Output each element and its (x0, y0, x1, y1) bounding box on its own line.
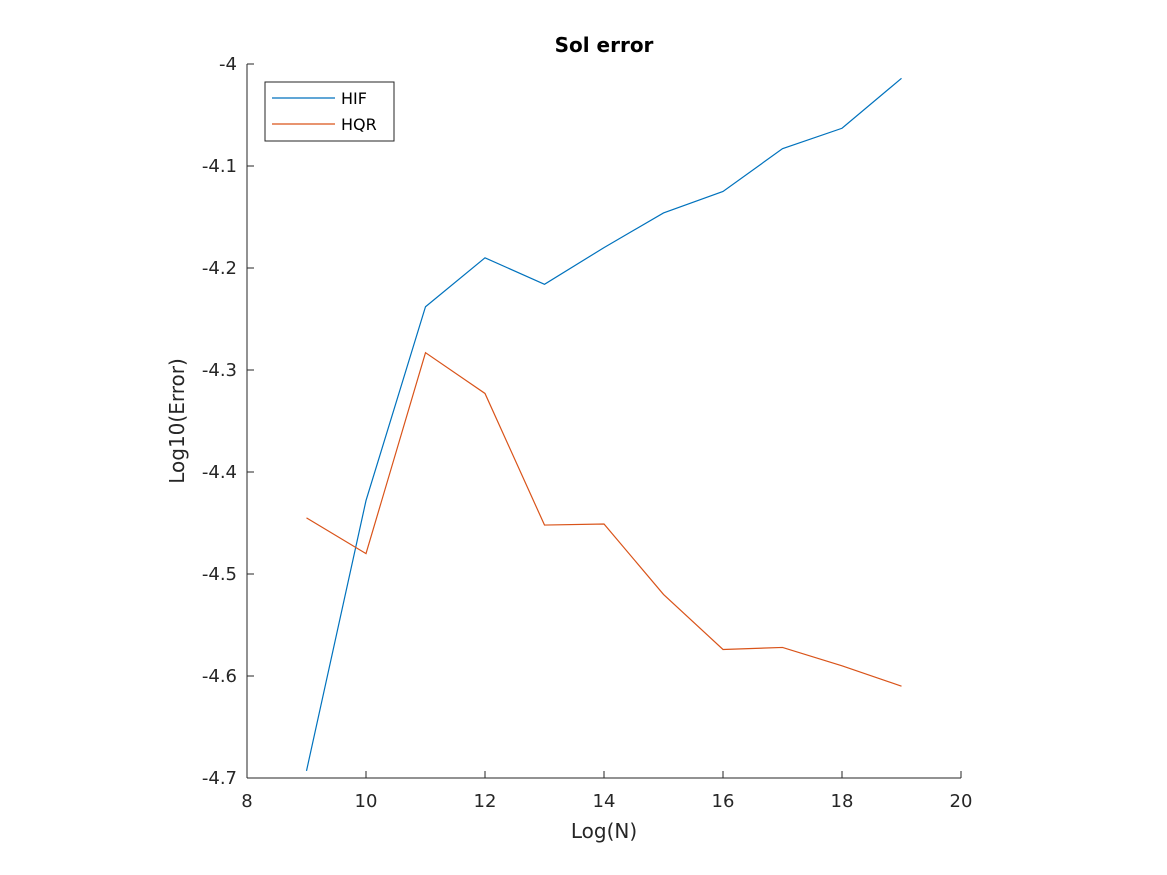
y-tick-label: -4 (219, 54, 237, 75)
series-line-hqr (306, 351, 902, 687)
x-tick-label: 10 (355, 791, 378, 812)
y-tick-label: -4.6 (202, 666, 237, 687)
y-tick-label: -4.3 (202, 360, 237, 381)
y-tick-label: -4.7 (202, 768, 237, 789)
legend-label-hif: HIF (341, 89, 367, 108)
legend-box (264, 81, 395, 142)
y-ticks: -4.7 -4.6 -4.5 -4.4 -4.3 -4.2 -4.1 -4 (202, 54, 254, 789)
x-tick-label: 20 (950, 791, 973, 812)
y-tick-label: -4.1 (202, 156, 237, 177)
plot-area (246, 64, 961, 779)
series-line-hif (305, 77, 902, 771)
plot-background (247, 64, 961, 778)
x-axis-label: Log(N) (571, 819, 637, 843)
x-ticks: 8 10 12 14 16 18 20 (241, 771, 972, 812)
chart-title: Sol error (555, 33, 654, 57)
x-tick-label: 12 (474, 791, 497, 812)
x-tick-label: 8 (241, 791, 252, 812)
y-tick-label: -4.4 (202, 462, 237, 483)
y-tick-label: -4.2 (202, 258, 237, 279)
y-tick-label: -4.5 (202, 564, 237, 585)
x-tick-label: 16 (712, 791, 735, 812)
x-tick-label: 18 (831, 791, 854, 812)
legend-label-hqr: HQR (341, 115, 377, 134)
x-tick-label: 14 (593, 791, 616, 812)
y-axis-label: Log10(Error) (165, 358, 189, 484)
legend: HIF HQR (264, 81, 395, 142)
series-group (305, 77, 902, 771)
